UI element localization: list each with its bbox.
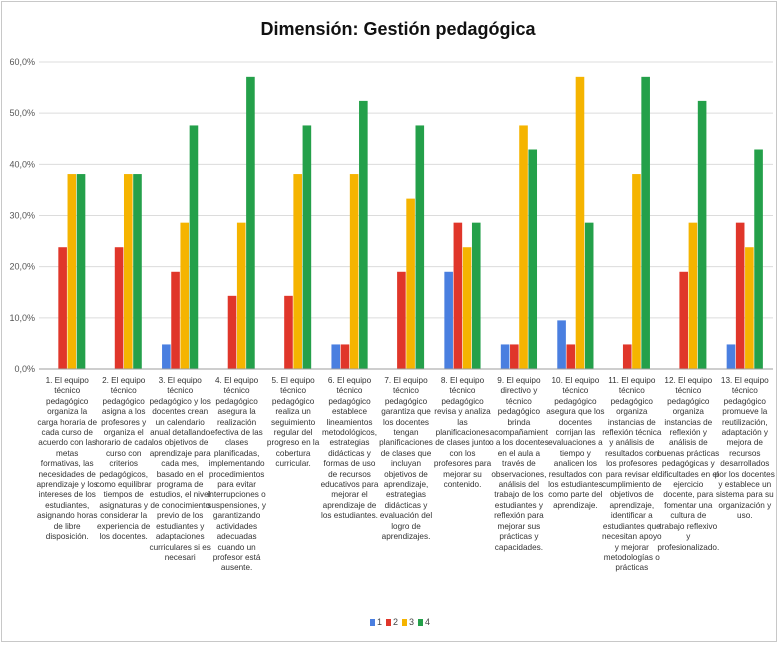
- bar-series-4-cat-4: [246, 76, 255, 369]
- bar-series-3-cat-3: [180, 222, 190, 369]
- bar-series-3-cat-4: [236, 222, 246, 369]
- bar-series-1-cat-10: [557, 320, 566, 369]
- bar-series-3-cat-12: [688, 222, 698, 369]
- bar-series-2-cat-13: [735, 222, 745, 369]
- y-tick-label: 60,0%: [9, 57, 35, 67]
- bar-series-3-cat-11: [632, 174, 641, 369]
- bar-series-2-cat-12: [679, 271, 689, 369]
- y-tick-label: 20,0%: [9, 262, 35, 272]
- legend-label-3: 3: [409, 617, 414, 627]
- bar-series-3-cat-6: [349, 174, 359, 369]
- bar-series-2-cat-9: [510, 344, 519, 369]
- legend-swatch-3: [402, 619, 407, 626]
- legend: 1 2 3 4: [370, 617, 430, 627]
- chart-title: Dimensión: Gestión pedagógica: [260, 19, 536, 39]
- bar-series-4-cat-10: [584, 222, 594, 369]
- y-tick-label: 30,0%: [9, 211, 35, 221]
- bar-series-4-cat-2: [133, 174, 142, 369]
- bar-series-2-cat-4: [227, 295, 237, 369]
- bar-series-1-cat-13: [726, 344, 736, 369]
- bar-series-4-cat-1: [76, 174, 86, 369]
- bar-series-4-cat-5: [302, 125, 312, 369]
- legend-swatch-4: [418, 619, 423, 626]
- bar-series-3-cat-9: [519, 125, 528, 369]
- bar-series-3-cat-7: [406, 198, 415, 369]
- bar-series-4-cat-11: [641, 76, 650, 369]
- bar-series-2-cat-5: [284, 295, 293, 369]
- bar-series-1-cat-8: [444, 271, 453, 369]
- legend-swatch-2: [386, 619, 391, 626]
- bar-series-4-cat-13: [754, 149, 763, 369]
- bars: [58, 76, 763, 369]
- y-axis-ticks: 0,0% 10,0% 20,0% 30,0% 40,0% 50,0% 60,0%: [9, 57, 35, 374]
- bar-series-3-cat-1: [67, 174, 77, 369]
- bar-series-3-cat-13: [745, 247, 754, 369]
- bar-series-3-cat-2: [123, 174, 133, 369]
- bar-series-2-cat-10: [566, 344, 576, 369]
- y-tick-label: 10,0%: [9, 313, 35, 323]
- bar-series-2-cat-1: [58, 247, 67, 369]
- bar-series-4-cat-6: [359, 100, 368, 369]
- bar-series-2-cat-11: [622, 344, 632, 369]
- bar-series-4-cat-9: [528, 149, 538, 369]
- bar-series-2-cat-6: [340, 344, 350, 369]
- bar-series-2-cat-3: [171, 271, 180, 369]
- bar-series-2-cat-2: [114, 247, 124, 369]
- legend-label-4: 4: [425, 617, 430, 627]
- bar-series-3-cat-8: [462, 247, 472, 369]
- legend-label-2: 2: [393, 617, 398, 627]
- bar-series-4-cat-8: [471, 222, 481, 369]
- y-tick-label: 50,0%: [9, 108, 35, 118]
- y-tick-label: 40,0%: [9, 159, 35, 169]
- bar-series-1-cat-6: [331, 344, 341, 369]
- bar-series-4-cat-3: [189, 125, 199, 369]
- bar-series-1-cat-3: [162, 344, 171, 369]
- bar-series-4-cat-12: [697, 100, 707, 369]
- legend-label-1: 1: [377, 617, 382, 627]
- bar-series-3-cat-10: [575, 76, 585, 369]
- bar-series-2-cat-7: [397, 271, 406, 369]
- bar-series-3-cat-5: [293, 174, 302, 369]
- bar-series-2-cat-8: [453, 222, 463, 369]
- bar-series-1-cat-9: [500, 344, 510, 369]
- gridlines: [39, 61, 773, 319]
- y-tick-label: 0,0%: [14, 364, 35, 374]
- bar-series-4-cat-7: [415, 125, 425, 369]
- legend-swatch-1: [370, 619, 375, 626]
